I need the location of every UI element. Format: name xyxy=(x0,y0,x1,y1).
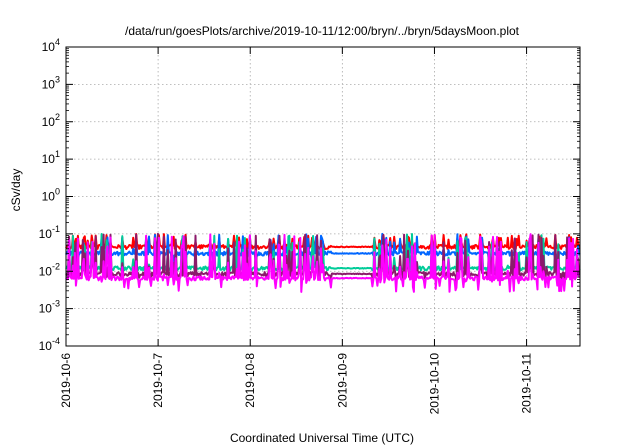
x-tick-label: 2019-10-11 xyxy=(520,353,534,414)
series-layer xyxy=(65,232,581,293)
series-line xyxy=(65,233,581,293)
y-tick-label: 101 xyxy=(42,149,60,166)
y-tick-label: 10-2 xyxy=(39,261,60,278)
y-tick-label: 104 xyxy=(42,37,60,54)
chart-title: /data/run/goesPlots/archive/2019-10-11/1… xyxy=(125,24,520,38)
y-tick-label: 10-1 xyxy=(39,224,60,241)
y-tick-label: 102 xyxy=(42,112,60,129)
y-axis: 10-4 10-3 10-2 10-1 100 101 102 103 104 xyxy=(39,37,580,353)
x-axis: 2019-10-6 2019-10-7 2019-10-8 2019-10-9 2019… xyxy=(59,47,534,414)
y-axis-label: cSv/day xyxy=(9,169,23,212)
y-tick-label: 103 xyxy=(42,74,60,91)
x-tick-label: 2019-10-6 xyxy=(59,353,73,408)
x-tick-label: 2019-10-9 xyxy=(335,353,349,408)
x-tick-label: 2019-10-10 xyxy=(427,353,441,415)
y-tick-label: 10-4 xyxy=(39,336,60,353)
x-tick-label: 2019-10-7 xyxy=(151,353,165,408)
x-axis-label: Coordinated Universal Time (UTC) xyxy=(230,431,414,445)
y-tick-label: 100 xyxy=(42,187,60,204)
x-tick-label: 2019-10-8 xyxy=(243,353,257,408)
y-tick-label: 10-3 xyxy=(39,299,60,316)
grid-lines xyxy=(66,47,580,346)
